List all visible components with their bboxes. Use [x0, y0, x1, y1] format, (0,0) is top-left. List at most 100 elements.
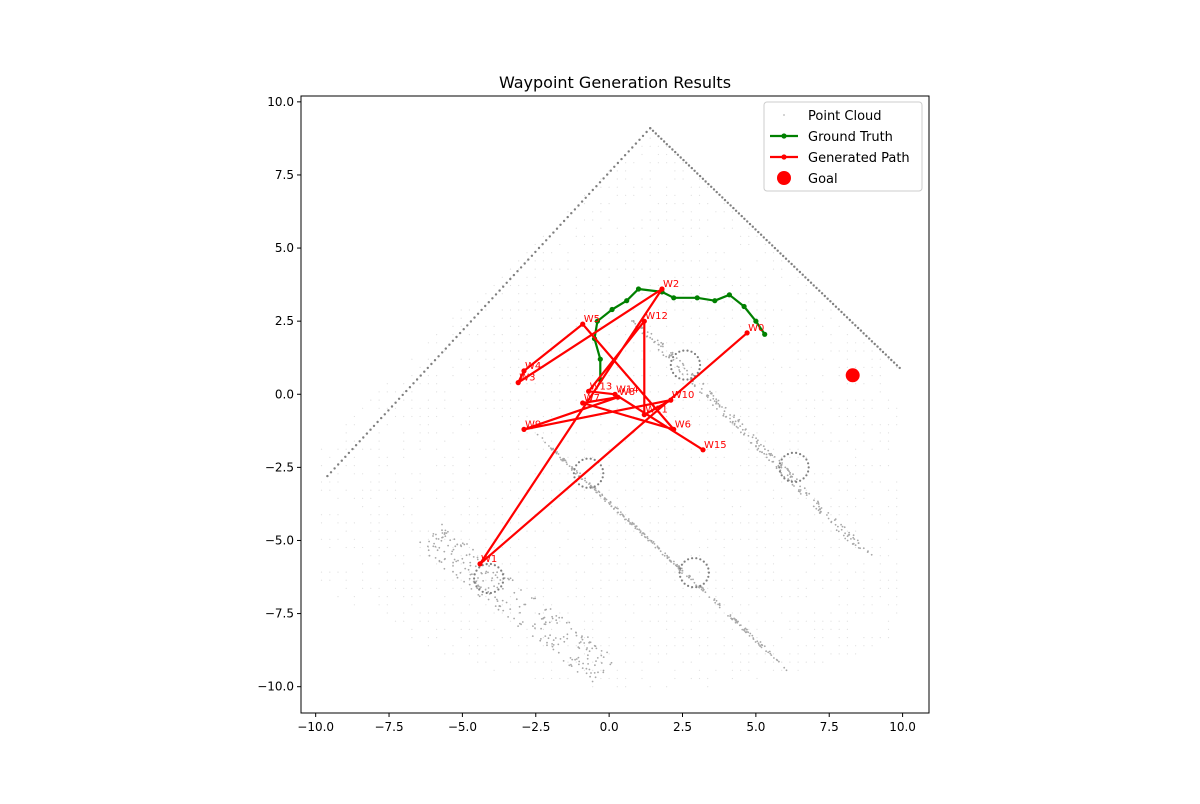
- point-cloud-point: [715, 252, 717, 254]
- point-cloud-point: [320, 522, 323, 524]
- point-cloud-point: [594, 664, 596, 667]
- point-cloud-point: [493, 358, 495, 360]
- point-cloud-point: [674, 448, 676, 450]
- point-cloud-point: [609, 663, 612, 666]
- point-cloud-point: [855, 546, 857, 549]
- point-cloud-point: [698, 325, 701, 327]
- point-cloud-point: [668, 559, 671, 562]
- point-cloud-point: [707, 612, 709, 614]
- point-cloud-point: [567, 358, 569, 360]
- point-cloud-point: [551, 628, 553, 631]
- point-cloud-point: [477, 584, 479, 587]
- point-cloud-point: [805, 456, 807, 458]
- point-cloud-point: [772, 252, 775, 254]
- point-cloud-point: [863, 604, 865, 606]
- point-cloud-point: [386, 579, 388, 581]
- point-cloud-point: [645, 130, 648, 134]
- point-cloud-point: [567, 612, 569, 614]
- point-cloud-point: [345, 489, 347, 491]
- point-cloud-point: [649, 178, 651, 180]
- point-cloud-point: [797, 399, 799, 401]
- point-cloud-point: [493, 612, 495, 614]
- point-cloud-point: [518, 325, 520, 327]
- point-cloud-point: [608, 342, 610, 344]
- point-cloud-point: [682, 284, 684, 287]
- point-cloud-point: [649, 211, 651, 213]
- point-cloud-point: [772, 456, 775, 458]
- point-cloud-point: [734, 619, 737, 622]
- point-cloud-point: [721, 196, 724, 199]
- point-cloud-point: [493, 342, 495, 344]
- point-cloud-point: [723, 612, 725, 614]
- point-cloud-point: [747, 434, 750, 437]
- point-cloud-point: [723, 555, 725, 557]
- point-cloud-point: [485, 383, 487, 385]
- point-cloud-point: [649, 127, 652, 130]
- point-cloud-point: [783, 455, 786, 458]
- waypoint-marker: [477, 561, 483, 567]
- point-cloud-point: [542, 587, 545, 590]
- point-cloud-point: [585, 486, 588, 489]
- point-cloud-point: [682, 514, 684, 516]
- point-cloud-point: [871, 612, 873, 614]
- point-cloud-point: [822, 555, 824, 557]
- point-cloud-point: [608, 637, 610, 639]
- point-cloud-point: [487, 587, 490, 589]
- point-cloud-point: [797, 669, 799, 671]
- point-cloud-point: [641, 145, 643, 147]
- point-cloud-point: [740, 415, 742, 418]
- point-cloud-point: [453, 558, 456, 561]
- point-cloud-point: [879, 579, 881, 581]
- point-cloud-point: [329, 481, 331, 483]
- point-cloud-point: [740, 309, 742, 311]
- point-cloud-point: [497, 582, 500, 585]
- point-cloud-point: [378, 465, 380, 467]
- point-cloud-point: [814, 530, 816, 532]
- point-cloud-point: [583, 301, 586, 303]
- point-cloud-point: [592, 301, 594, 303]
- point-cloud-point: [433, 542, 435, 545]
- point-cloud-point: [641, 669, 643, 671]
- point-cloud-point: [526, 383, 528, 385]
- point-cloud-point: [600, 260, 602, 262]
- point-cloud-point: [462, 561, 465, 564]
- point-cloud-point: [556, 622, 558, 624]
- point-cloud-point: [559, 366, 561, 368]
- point-cloud-point: [452, 565, 454, 567]
- point-cloud-point: [822, 637, 824, 639]
- point-cloud-point: [748, 653, 750, 655]
- point-cloud-point: [723, 546, 725, 549]
- point-cloud-point: [452, 325, 454, 327]
- point-cloud-point: [560, 458, 562, 461]
- point-cloud-point: [690, 235, 692, 237]
- point-cloud-point: [887, 522, 890, 524]
- point-cloud-point: [817, 509, 820, 512]
- point-cloud-point: [452, 334, 454, 336]
- point-cloud-point: [855, 456, 857, 458]
- point-cloud-point: [575, 658, 578, 660]
- point-cloud-point: [781, 276, 783, 278]
- point-cloud-point: [789, 366, 791, 368]
- point-cloud-point: [606, 173, 609, 176]
- point-cloud-point: [846, 653, 849, 655]
- point-cloud-point: [602, 671, 605, 674]
- point-cloud-point: [707, 456, 709, 458]
- point-cloud-point: [625, 571, 627, 573]
- point-cloud-point: [690, 260, 692, 262]
- point-cloud-point: [695, 557, 698, 560]
- point-cloud-point: [608, 276, 610, 278]
- point-cloud-point: [551, 301, 553, 303]
- point-cloud-point: [887, 432, 890, 434]
- point-cloud-point: [542, 481, 545, 483]
- point-cloud-point: [740, 604, 742, 606]
- point-cloud-point: [764, 448, 766, 451]
- point-cloud-point: [468, 358, 470, 360]
- point-cloud-point: [814, 399, 816, 401]
- point-cloud-point: [741, 423, 744, 426]
- point-cloud-point: [789, 407, 791, 409]
- point-cloud-point: [723, 497, 725, 499]
- point-cloud-point: [616, 481, 618, 483]
- point-cloud-point: [633, 252, 635, 254]
- point-cloud-point: [625, 235, 627, 237]
- point-cloud-point: [526, 571, 528, 573]
